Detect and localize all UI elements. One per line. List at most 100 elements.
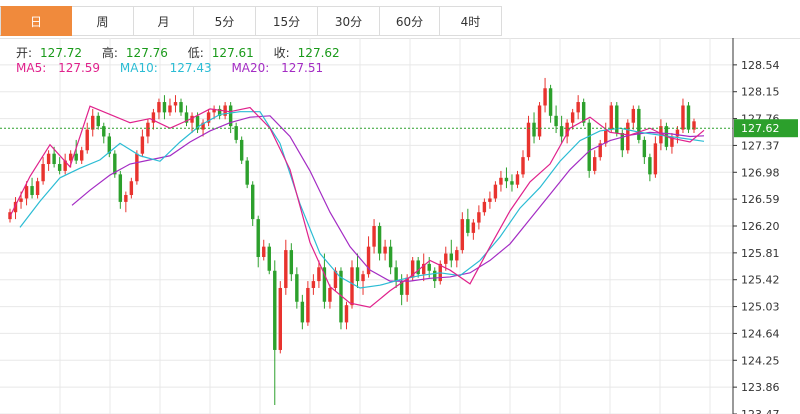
candle-down (581, 102, 586, 123)
candle-down (295, 274, 299, 302)
candle-up (681, 105, 685, 130)
ma20-value: 127.51 (281, 61, 324, 75)
candle-down (416, 260, 420, 275)
ma10-line (19, 111, 705, 289)
tab-day[interactable]: 日 (0, 6, 72, 36)
candle-up (173, 102, 178, 106)
candle-up (460, 219, 465, 251)
tab-60min[interactable]: 60分 (380, 6, 440, 36)
candle-down (113, 153, 117, 175)
candle-up (68, 153, 73, 161)
y-tick-label: 125.81 (741, 247, 780, 260)
ma-readout: MA5: 127.59 MA10: 127.43 MA20: 127.51 (16, 61, 339, 75)
candle-up (455, 250, 459, 261)
candle-up (526, 122, 531, 158)
candle-up (157, 102, 161, 113)
y-tick-label: 128.54 (741, 59, 780, 72)
candle-up (598, 143, 602, 158)
candle-up (85, 129, 89, 151)
open-value: 127.72 (40, 46, 83, 60)
candle-up (328, 287, 332, 302)
candle-up (421, 263, 426, 275)
candle-up (477, 212, 481, 223)
candle-up (284, 250, 288, 288)
tab-5min[interactable]: 5分 (194, 6, 256, 36)
candle-up (91, 115, 95, 130)
candle-down (648, 157, 652, 175)
candle-up (361, 274, 365, 282)
candle-down (228, 105, 233, 127)
tab-week[interactable]: 周 (72, 6, 134, 36)
candle-down (118, 174, 123, 202)
candle-up (405, 277, 409, 295)
ma20-line (71, 115, 705, 282)
candle-down (355, 267, 360, 282)
candle-down (30, 186, 34, 196)
candle-down (74, 153, 78, 161)
low-value: 127.61 (211, 46, 254, 60)
candle-up (41, 164, 45, 182)
high-value: 127.76 (125, 46, 168, 60)
candle-up (592, 157, 597, 171)
y-tick-label: 124.64 (741, 327, 780, 340)
candle-down (102, 126, 106, 137)
candle-up (311, 281, 316, 288)
candle-up (366, 246, 371, 275)
candle-up (499, 177, 503, 185)
candle-down (217, 108, 222, 116)
y-tick-label: 128.15 (741, 86, 780, 99)
last-price-label: 127.62 (741, 122, 780, 135)
candle-down (388, 246, 393, 268)
ma10-label: MA10: (119, 61, 158, 75)
candle-up (493, 184, 498, 199)
candle-up (140, 136, 145, 154)
candle-up (344, 305, 349, 323)
tab-15min[interactable]: 15分 (256, 6, 318, 36)
candle-up (212, 108, 216, 113)
y-tick-label: 126.59 (741, 193, 780, 206)
candle-down (239, 139, 244, 161)
candle-up (570, 112, 575, 123)
candle-down (267, 246, 271, 271)
period-tab-bar: 日 周 月 5分 15分 30分 60分 4时 (0, 0, 800, 39)
candle-down (637, 108, 641, 140)
candle-up (350, 267, 354, 306)
candle-down (57, 164, 62, 171)
candle-down (466, 219, 470, 233)
candle-up (129, 181, 134, 196)
candle-down (273, 270, 277, 350)
candle-up (482, 201, 487, 213)
candle-down (587, 122, 591, 171)
y-tick-label: 126.20 (741, 220, 780, 233)
y-tick-label: 124.25 (741, 354, 780, 367)
candle-up (168, 105, 172, 113)
y-tick-label: 125.03 (741, 301, 780, 314)
tab-4hour[interactable]: 4时 (440, 6, 502, 36)
candle-down (433, 270, 437, 282)
tab-month[interactable]: 月 (134, 6, 194, 36)
tab-30min[interactable]: 30分 (318, 6, 380, 36)
candle-down (339, 270, 343, 323)
close-value: 127.62 (297, 46, 340, 60)
candle-up (670, 136, 674, 147)
candle-up (79, 150, 84, 161)
candle-down (510, 181, 514, 185)
candle-up (521, 157, 525, 175)
candle-up (262, 246, 266, 257)
candle-down (559, 126, 564, 137)
candle-down (554, 115, 558, 127)
candle-up (317, 267, 321, 282)
ohlc-readout: 开: 127.72 高: 127.76 低: 127.61 收: 127.62 (16, 44, 356, 61)
candle-up (46, 153, 51, 165)
y-tick-label: 126.98 (741, 166, 780, 179)
candle-up (124, 195, 128, 202)
candle-up (565, 122, 569, 137)
y-tick-label: 123.47 (741, 408, 780, 414)
candle-down (195, 115, 200, 130)
candle-down (256, 219, 260, 257)
candle-down (548, 88, 553, 116)
candle-up (190, 115, 194, 123)
ma20-label: MA20: (231, 61, 270, 75)
candle-down (184, 112, 189, 123)
